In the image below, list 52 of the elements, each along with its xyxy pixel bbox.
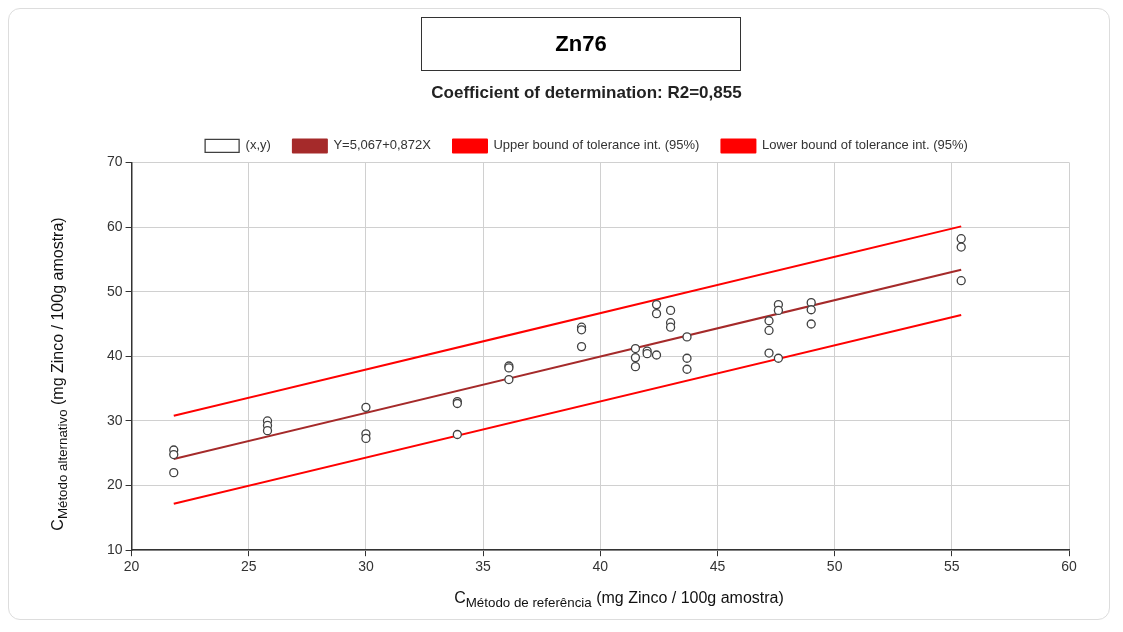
point bbox=[630, 361, 641, 372]
point bbox=[764, 316, 774, 326]
point bbox=[956, 276, 966, 286]
x-tick-label: 45 bbox=[709, 558, 726, 575]
x-tick-label: 25 bbox=[240, 558, 257, 575]
chart-title: Zn76 bbox=[421, 17, 741, 71]
x-tick-label: 35 bbox=[475, 558, 492, 575]
y-tick-label: 30 bbox=[106, 411, 123, 428]
point bbox=[651, 350, 662, 360]
y-tick-label: 60 bbox=[106, 217, 123, 234]
point bbox=[452, 429, 462, 440]
y-tick-label: 40 bbox=[106, 347, 123, 364]
point bbox=[806, 305, 816, 315]
point bbox=[806, 319, 816, 329]
point bbox=[361, 433, 371, 444]
point bbox=[630, 352, 641, 363]
point bbox=[682, 353, 692, 363]
point bbox=[956, 234, 966, 244]
y-tick-label: 20 bbox=[106, 476, 123, 493]
point bbox=[665, 305, 676, 316]
point bbox=[773, 305, 784, 316]
point bbox=[773, 353, 784, 363]
x-tick-label: 55 bbox=[944, 558, 960, 575]
x-tick-label: 50 bbox=[826, 558, 843, 575]
point bbox=[630, 343, 641, 354]
legend-label: Y=5,067+0,872X bbox=[333, 137, 432, 153]
x-tick-label: 60 bbox=[1061, 558, 1077, 575]
point bbox=[169, 449, 179, 460]
y-tick-label: 10 bbox=[106, 541, 123, 558]
y-tick-label: 50 bbox=[106, 282, 123, 299]
point bbox=[504, 374, 514, 385]
x-tick-label: 30 bbox=[358, 558, 374, 575]
point bbox=[682, 332, 692, 342]
legend-label: Upper bound of tolerance int. (95%) bbox=[493, 137, 700, 153]
point bbox=[764, 348, 774, 358]
point bbox=[764, 325, 774, 336]
point bbox=[169, 467, 179, 478]
chart-subtitle: Coefficient of determination: R2=0,855 bbox=[431, 82, 742, 102]
legend-label: Lower bound of tolerance int. (95%) bbox=[761, 137, 968, 153]
point bbox=[576, 341, 587, 352]
point bbox=[682, 364, 692, 374]
point bbox=[361, 402, 371, 413]
point bbox=[956, 242, 966, 252]
legend-label: (x,y) bbox=[245, 137, 271, 153]
point bbox=[262, 425, 273, 436]
y-tick-label: 70 bbox=[106, 153, 123, 170]
point bbox=[651, 299, 662, 310]
x-axis-title: C$_{Método de referência}$ (mg Zinco / 100g amostra) bbox=[453, 589, 785, 611]
x-tick-label: 20 bbox=[123, 558, 140, 575]
point bbox=[651, 308, 662, 319]
x-tick-label: 40 bbox=[592, 558, 609, 575]
point bbox=[665, 322, 676, 332]
